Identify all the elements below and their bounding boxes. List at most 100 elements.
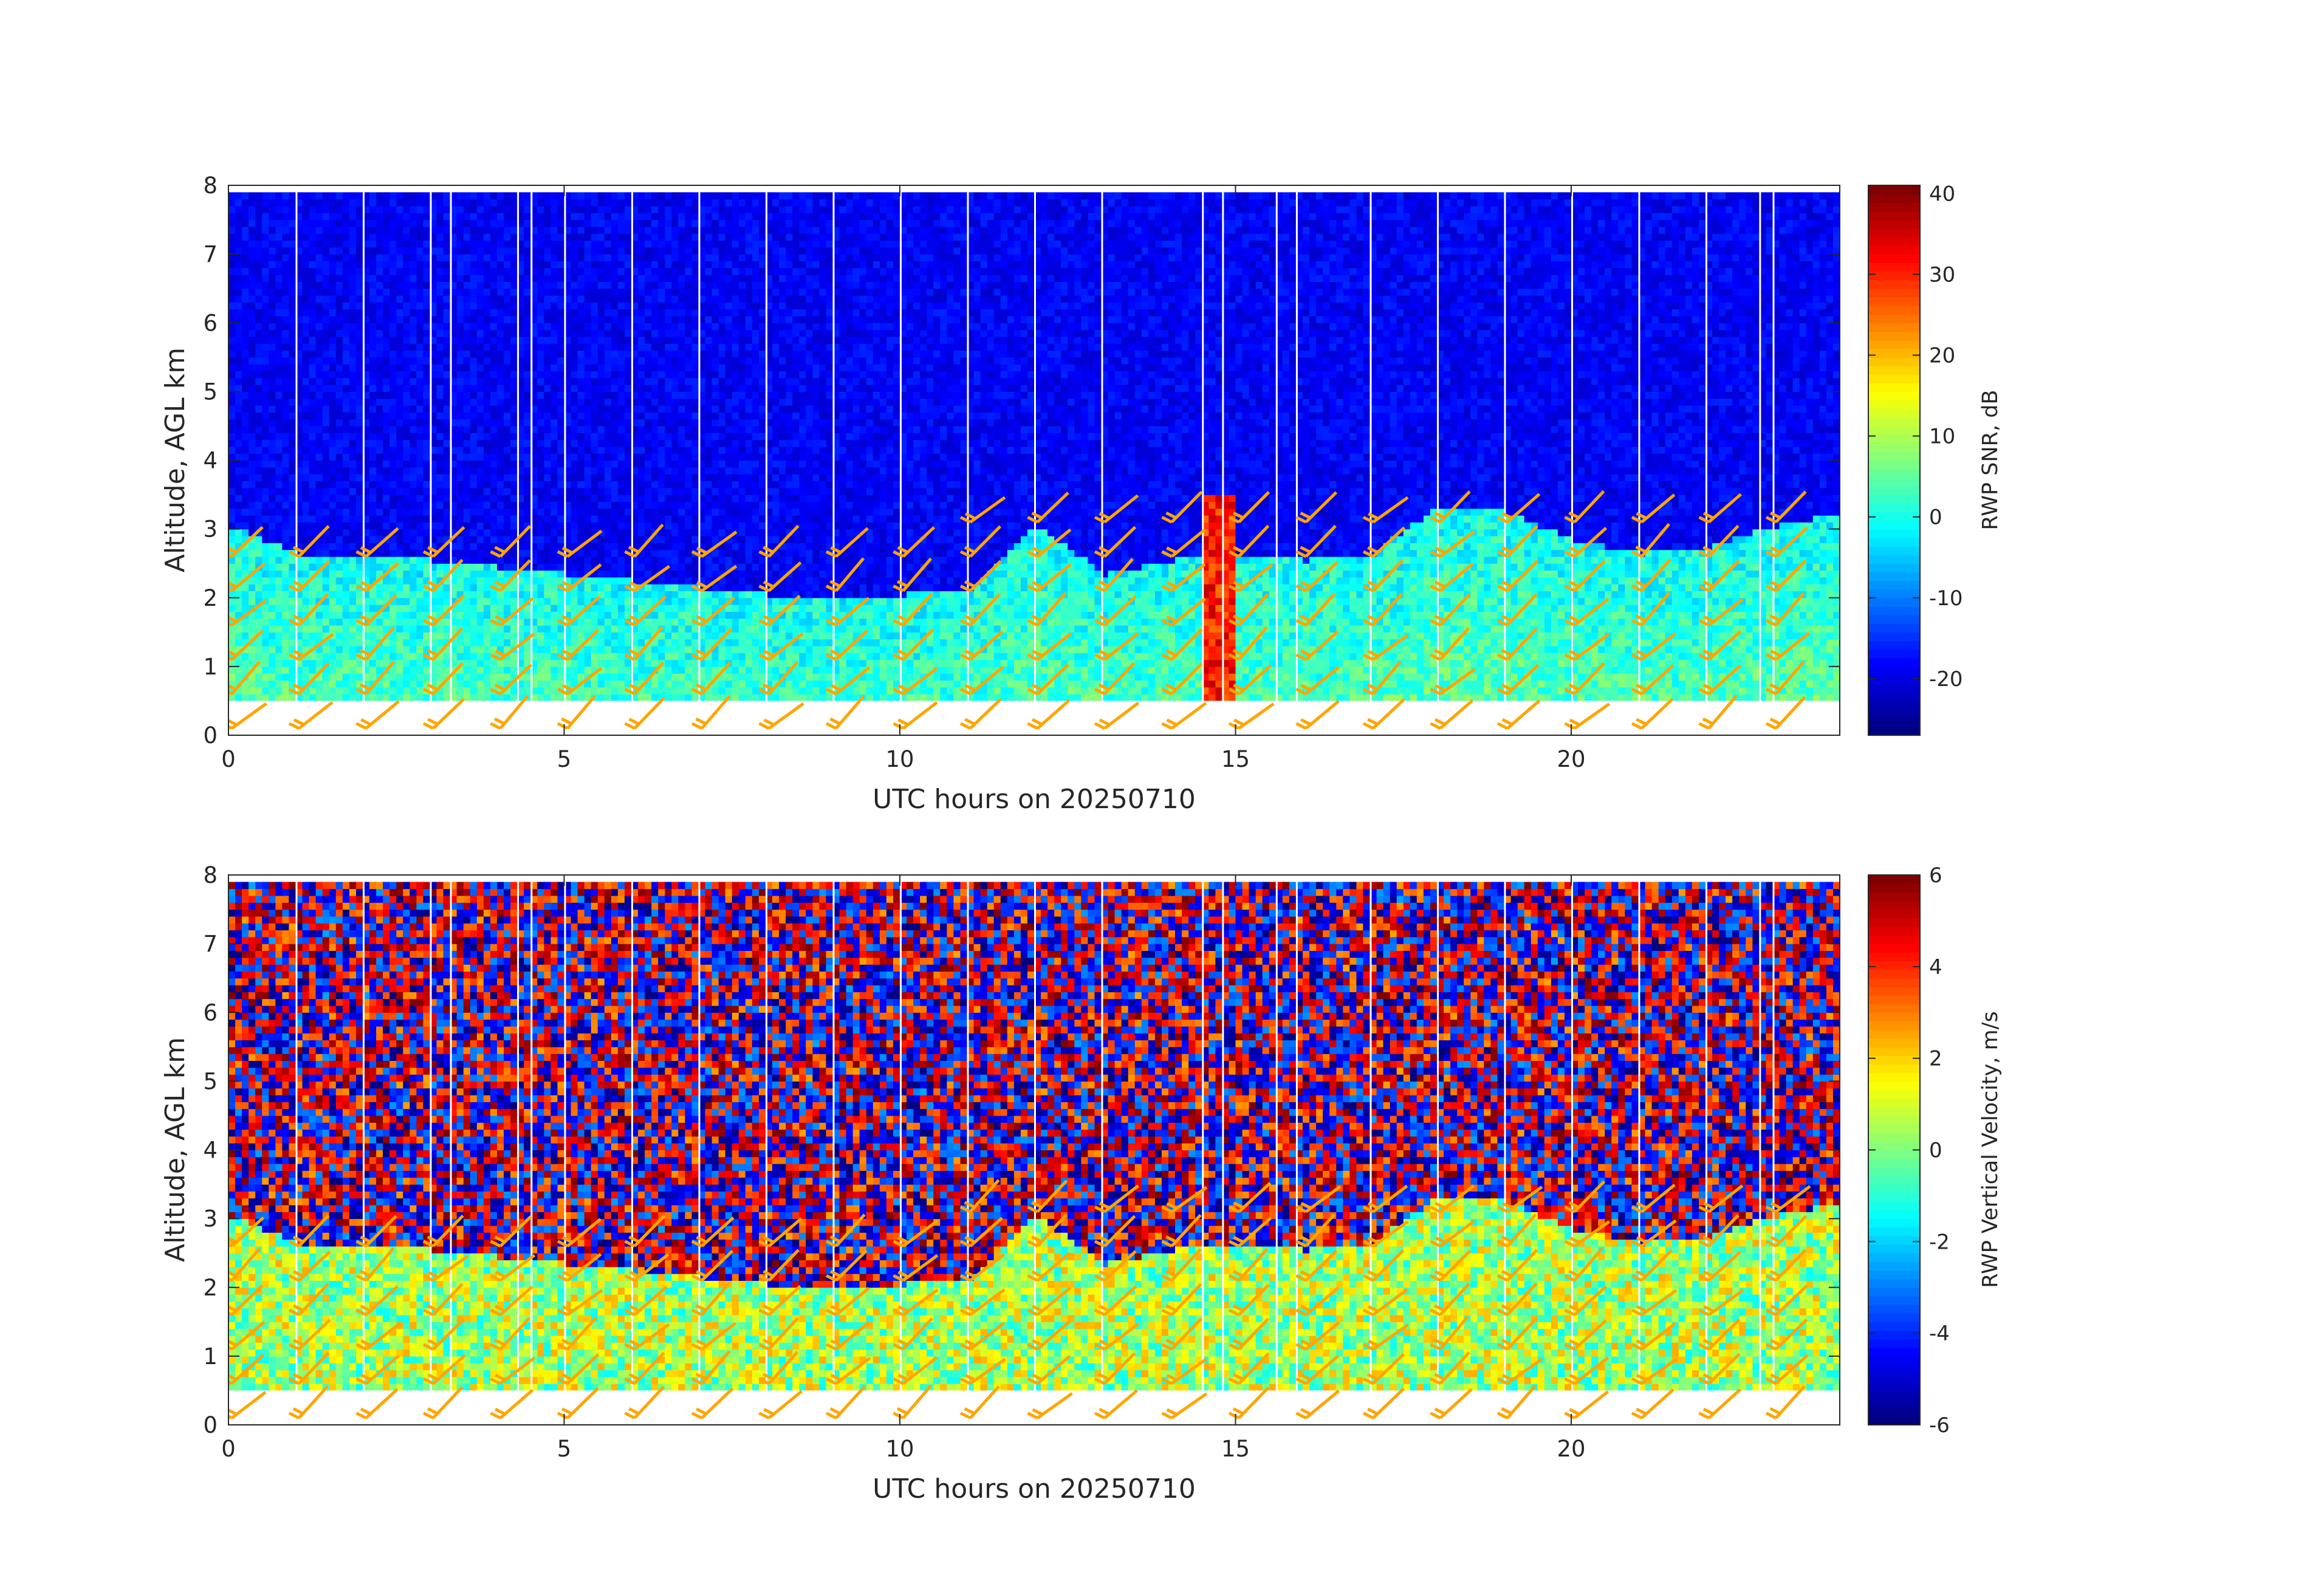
heatmap-cell [604, 267, 612, 275]
heatmap-cell [584, 425, 592, 433]
heatmap-cell [309, 226, 317, 234]
heatmap-cell [524, 226, 531, 234]
heatmap-cell [564, 535, 572, 543]
heatmap-cell [571, 487, 578, 495]
heatmap-cell [658, 687, 665, 695]
heatmap-cell [443, 199, 451, 207]
heatmap-cell [665, 653, 672, 660]
heatmap-cell [671, 680, 679, 688]
heatmap-cell [335, 343, 343, 351]
heatmap-cell [262, 240, 269, 248]
heatmap-cell [524, 240, 531, 248]
heatmap-cell [289, 611, 296, 619]
heatmap-cell [396, 659, 403, 667]
heatmap-cell [577, 515, 585, 523]
heatmap-cell [282, 618, 290, 626]
heatmap-cell [242, 446, 249, 454]
heatmap-cell [416, 605, 424, 612]
heatmap-cell [282, 645, 290, 653]
heatmap-cell [423, 577, 431, 585]
heatmap-cell [617, 639, 625, 647]
heatmap-cell [665, 412, 672, 420]
heatmap-cell [604, 281, 612, 289]
heatmap-cell [550, 495, 558, 502]
heatmap-cell [315, 377, 323, 385]
heatmap-cell [483, 385, 491, 392]
heatmap-cell [591, 687, 598, 695]
heatmap-cell [470, 213, 478, 221]
heatmap-cell [591, 412, 598, 420]
heatmap-cell [289, 694, 296, 701]
heatmap-cell [524, 405, 531, 413]
heatmap-cell [322, 632, 330, 640]
heatmap-cell [363, 240, 370, 248]
heatmap-cell [591, 460, 598, 468]
heatmap-cell [658, 205, 665, 213]
heatmap-cell [349, 556, 357, 564]
heatmap-cell [617, 405, 625, 413]
heatmap-cell [228, 364, 236, 371]
heatmap-cell [262, 192, 269, 200]
heatmap-cell [537, 605, 544, 612]
heatmap-cell [658, 460, 665, 468]
heatmap-cell [483, 213, 491, 221]
heatmap-cell [617, 680, 625, 688]
heatmap-cell [416, 508, 424, 516]
heatmap-cell [524, 515, 531, 523]
heatmap-cell [356, 694, 363, 701]
heatmap-cell [315, 295, 323, 303]
heatmap-cell [510, 570, 518, 578]
heatmap-cell [329, 240, 337, 248]
heatmap-cell [665, 645, 672, 653]
heatmap-cell [577, 219, 585, 227]
heatmap-cell [436, 495, 444, 502]
heatmap-cell [645, 240, 652, 248]
heatmap-cell [591, 336, 598, 344]
heatmap-cell [550, 412, 558, 420]
heatmap-cell [524, 487, 531, 495]
heatmap-cell [658, 336, 665, 344]
heatmap-cell [524, 611, 531, 619]
heatmap-cell [483, 618, 491, 626]
heatmap-cell [275, 226, 283, 234]
heatmap-cell [537, 213, 544, 221]
heatmap-cell [436, 625, 444, 633]
heatmap-cell [315, 687, 323, 695]
heatmap-cell [269, 680, 276, 688]
heatmap-cell [544, 385, 552, 392]
heatmap-cell [235, 611, 242, 619]
heatmap-cell [242, 549, 249, 557]
heatmap-cell [322, 425, 330, 433]
heatmap-cell [571, 522, 578, 530]
heatmap-cell [597, 226, 605, 234]
heatmap-cell [550, 385, 558, 392]
heatmap-cell [302, 632, 310, 640]
heatmap-cell [255, 460, 262, 468]
heatmap-cell [584, 385, 592, 392]
heatmap-cell [456, 501, 464, 509]
heatmap-cell [228, 694, 236, 701]
heatmap-cell [510, 405, 518, 413]
heatmap-cell [309, 529, 317, 537]
heatmap-cell [577, 240, 585, 248]
heatmap-cell [349, 233, 357, 241]
heatmap-cell [289, 240, 296, 248]
heatmap-cell [228, 543, 236, 551]
heatmap-cell [564, 460, 572, 468]
heatmap-cell [363, 556, 370, 564]
heatmap-cell [335, 543, 343, 551]
heatmap-cell [631, 680, 639, 688]
heatmap-cell [665, 584, 672, 591]
heatmap-cell [242, 343, 249, 351]
heatmap-cell [497, 433, 504, 441]
heatmap-cell [638, 357, 645, 365]
heatmap-cell [651, 398, 659, 406]
heatmap-cell [524, 357, 531, 365]
heatmap-cell [430, 261, 437, 269]
heatmap-cell [302, 226, 310, 234]
heatmap-cell [322, 323, 330, 331]
heatmap-cell [269, 611, 276, 619]
heatmap-cell [383, 522, 390, 530]
heatmap-cell [678, 439, 685, 447]
heatmap-cell [577, 275, 585, 282]
